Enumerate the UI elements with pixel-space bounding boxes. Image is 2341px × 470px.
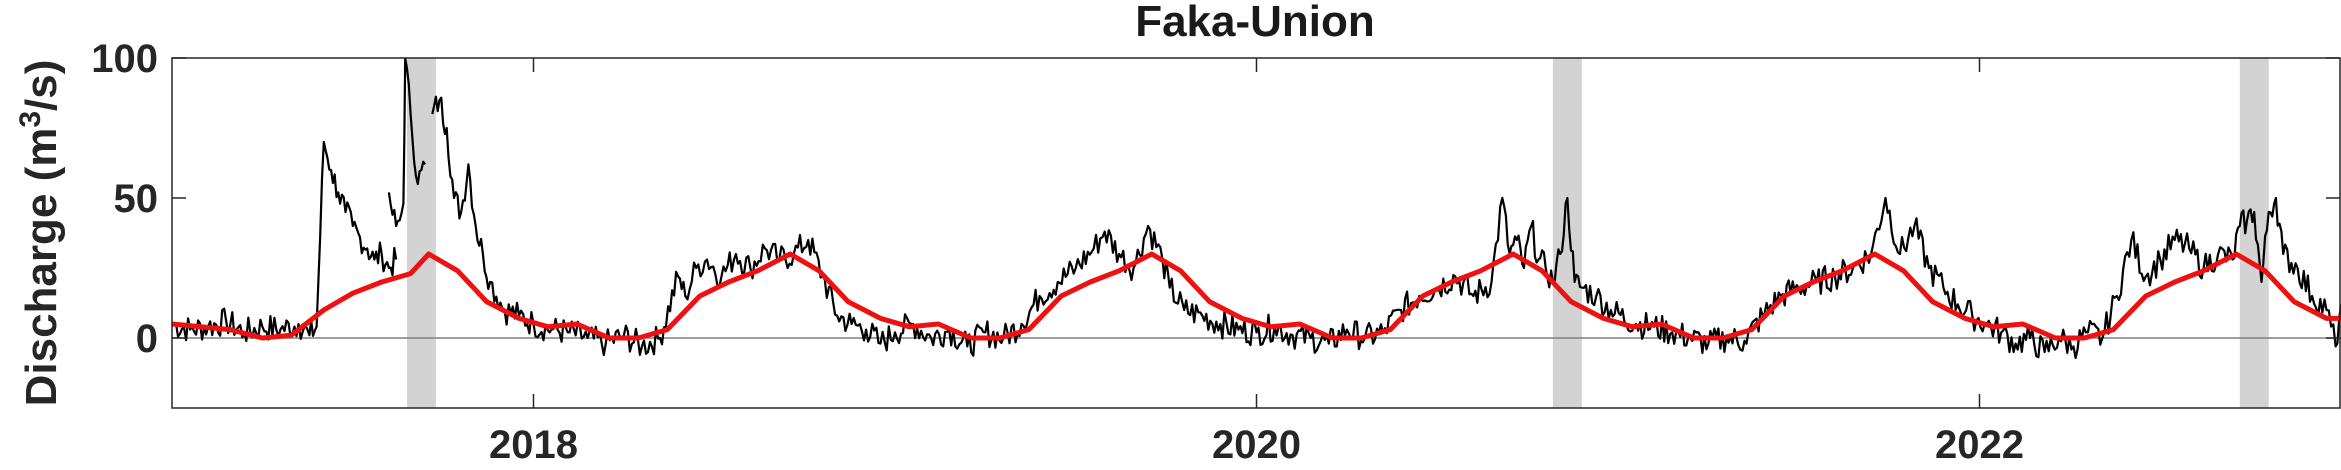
series-group (172, 58, 2341, 359)
y-tick-label: 0 (136, 317, 158, 361)
shaded-periods (406, 58, 2269, 408)
y-axis-label: Discharge (m3/s) (14, 60, 66, 407)
x-tick-label: 2020 (1212, 423, 1301, 467)
y-tick-label: 50 (114, 177, 159, 221)
series-seasonal-line (172, 251, 2341, 341)
y-axis: 0 50 100 (91, 37, 2340, 361)
y-axis-label-superscript: 3 (14, 111, 47, 128)
chart-title: Faka-Union (1135, 0, 1375, 46)
y-tick-label: 100 (91, 37, 158, 81)
axes-box (171, 57, 2341, 409)
series-observed-line (172, 58, 2341, 359)
x-tick-label: 2018 (489, 423, 578, 467)
x-tick-label: 2022 (1935, 423, 2024, 467)
x-axis: 2018 2020 2022 (489, 58, 2024, 467)
shaded-period-1 (1552, 58, 1582, 408)
